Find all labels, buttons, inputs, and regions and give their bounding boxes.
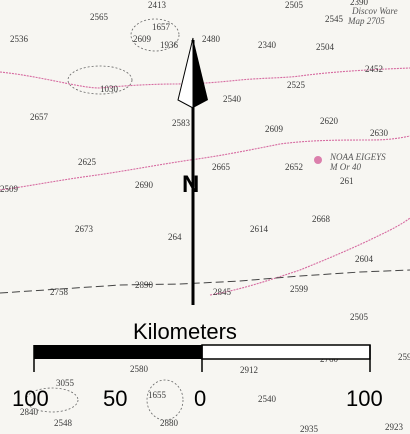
depth-sounding: 1030 (100, 84, 119, 94)
depth-sounding: 2545 (325, 14, 344, 24)
feature-label: M Or 40 (329, 162, 361, 172)
depth-sounding: 2583 (172, 118, 191, 128)
depth-sounding: 2912 (240, 365, 258, 375)
scale-bar: Kilometers 100 50 0 100 (12, 319, 383, 411)
depth-sounding: 3055 (56, 378, 75, 388)
depth-sounding: 2452 (365, 64, 383, 74)
scale-segment-filled (34, 345, 202, 359)
depth-sounding: 2614 (250, 224, 269, 234)
feature-label: NOAA EIGEYS (329, 152, 386, 162)
depth-sounding: 2923 (385, 422, 404, 432)
depth-sounding: 2840 (20, 407, 39, 417)
seamount-outline (130, 18, 180, 52)
depth-sounding: 2935 (300, 424, 319, 434)
depth-sounding: 2504 (316, 42, 335, 52)
depth-sounding: 2625 (78, 157, 97, 167)
depth-sounding: 2657 (30, 112, 49, 122)
scale-title: Kilometers (133, 319, 237, 344)
depth-sounding: 2668 (312, 214, 331, 224)
depth-sounding: 2620 (320, 116, 339, 126)
contour-lines (0, 67, 410, 296)
seamount-outline (67, 65, 133, 95)
depth-sounding: 2599 (290, 284, 309, 294)
north-arrow[interactable]: N (177, 37, 208, 305)
depth-sounding: 2630 (370, 128, 389, 138)
depth-sounding: 2609 (265, 124, 284, 134)
depth-sounding: 2480 (202, 34, 221, 44)
depth-sounding: 2540 (223, 94, 242, 104)
depth-sounding: 2665 (212, 162, 231, 172)
depth-sounding: 2340 (258, 40, 277, 50)
depth-sounding: 2580 (130, 364, 149, 374)
depth-sounding: 2890 (135, 280, 154, 290)
north-arrow-head (193, 38, 208, 108)
seamount-outline (25, 387, 79, 413)
depth-sounding: 2413 (148, 0, 167, 10)
feature-label: Discov Ware (351, 6, 398, 16)
depth-sounding: 1655 (148, 390, 167, 400)
depth-sounding: 2652 (285, 162, 303, 172)
depth-sounding: 2509 (0, 184, 19, 194)
depth-sounding: 2390 (350, 0, 369, 7)
scale-tick-label: 100 (12, 386, 49, 411)
depth-sounding: 2596 (398, 352, 410, 362)
feature-marker[interactable] (314, 156, 322, 164)
scale-tick-label: 50 (103, 386, 127, 411)
seamount-outlines (25, 18, 184, 421)
depth-sounding: 2690 (135, 180, 154, 190)
depth-sounding: 2758 (50, 287, 69, 297)
contour-line-middle (0, 135, 410, 191)
dashed-boundary-line (0, 269, 410, 294)
depth-sounding: 1657 (152, 22, 171, 32)
depth-sounding: 2565 (90, 12, 109, 22)
depth-sounding: 2505 (350, 312, 369, 322)
depth-sounding: 2845 (213, 287, 232, 297)
depth-sounding: 2536 (10, 34, 29, 44)
contour-line-lower (209, 217, 410, 296)
depth-sounding: 261 (340, 176, 354, 186)
depth-sounding: 2525 (287, 80, 306, 90)
scale-segment-empty (201, 344, 371, 360)
depth-sounding: 2505 (285, 0, 304, 10)
depth-sounding: 2673 (75, 224, 94, 234)
depth-sounding: 2540 (258, 394, 277, 404)
scale-tick-label: 100 (346, 386, 383, 411)
depth-sounding: 2609 (133, 34, 152, 44)
seamount-outline (146, 379, 184, 421)
depth-sounding: 2604 (355, 254, 374, 264)
depth-sounding: 2548 (54, 418, 73, 428)
contour-line-upper (0, 67, 410, 89)
feature-label: Map 2705 (347, 16, 385, 26)
depth-sounding: 1936 (160, 40, 179, 50)
north-arrow-head-outline (177, 37, 194, 109)
scale-tick-label: 0 (194, 386, 206, 411)
north-label: N (182, 171, 199, 198)
depth-sounding: 2880 (160, 418, 179, 428)
depth-sounding: 264 (168, 232, 182, 242)
